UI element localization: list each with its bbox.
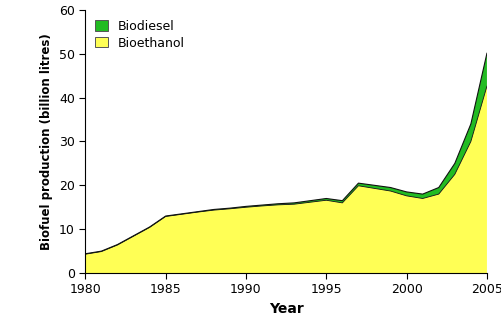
Y-axis label: Biofuel production (billion litres): Biofuel production (billion litres) [40, 33, 53, 250]
Legend: Biodiesel, Bioethanol: Biodiesel, Bioethanol [91, 16, 188, 53]
X-axis label: Year: Year [268, 302, 303, 316]
